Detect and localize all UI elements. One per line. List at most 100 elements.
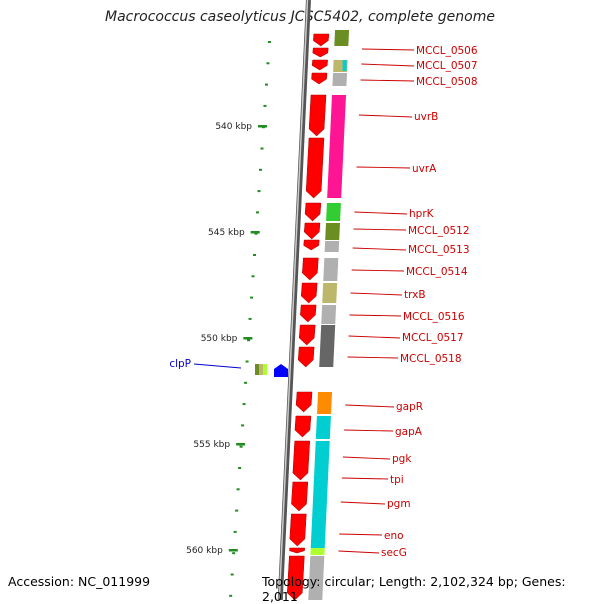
gene-arrow [300, 304, 317, 323]
label-leader [345, 404, 395, 408]
label-leader [362, 48, 415, 51]
clpp-cog-block [263, 364, 267, 375]
scale-tick [243, 337, 253, 340]
gene-arrow [289, 513, 307, 547]
gene-label: MCCL_0517 [402, 332, 464, 344]
label-leader [344, 429, 394, 432]
label-leader-clpp [193, 363, 242, 369]
cog-block [327, 95, 347, 198]
tick-dot [257, 190, 261, 193]
gene-arrow [289, 547, 305, 554]
tick-dot [247, 339, 251, 342]
clpp-cog-block [255, 364, 259, 375]
tick-dot [258, 168, 262, 171]
cog-block [334, 30, 350, 46]
gene-arrow [312, 47, 329, 58]
gene-arrow [313, 33, 330, 47]
gene-label: eno [384, 530, 404, 542]
label-leader [342, 456, 391, 460]
gene-label: MCCL_0508 [416, 76, 478, 88]
scale-label: 550 kbp [201, 334, 238, 344]
tick-dot [236, 488, 240, 491]
accession-text: Accession: NC_011999 [8, 574, 151, 589]
gene-label: pgk [392, 453, 412, 465]
gene-arrow [298, 324, 316, 346]
gene-arrow [308, 94, 327, 137]
cog-block [325, 223, 340, 240]
gene-arrow [304, 202, 322, 222]
gene-arrow [295, 391, 313, 413]
gene-arrow [302, 257, 319, 281]
label-leader [352, 247, 407, 251]
cog-block [310, 441, 330, 548]
gene-label: secG [381, 547, 407, 559]
gene-arrow-clpp [274, 364, 288, 377]
scale-tick [250, 231, 260, 234]
clpp-cog-block [259, 364, 263, 375]
gene-label: MCCL_0516 [403, 311, 465, 323]
scale-label: 545 kbp [208, 228, 245, 238]
gene-label: gapA [395, 426, 423, 438]
label-leader [356, 166, 411, 169]
tick-dot [267, 41, 271, 43]
tick-dot [232, 552, 236, 555]
label-leader [349, 314, 402, 317]
label-leader [353, 228, 407, 231]
tick-dot [264, 83, 268, 86]
tick-dot [248, 317, 252, 320]
gene-arrow [303, 239, 320, 251]
gene-arrow [287, 555, 305, 600]
scale-label: 560 kbp [186, 546, 223, 556]
label-leader [338, 550, 380, 554]
gene-label: MCCL_0512 [408, 225, 470, 237]
gene-label: MCCL_0514 [406, 266, 468, 278]
cog-block [315, 416, 331, 439]
gene-label: MCCL_0518 [400, 353, 462, 365]
cog-block [321, 305, 337, 324]
gene-label: tpi [390, 474, 404, 486]
tick-dot [230, 573, 234, 576]
gene-label: uvrB [414, 111, 438, 123]
tick-dot [266, 62, 270, 65]
scale-tick [228, 549, 238, 552]
label-leader [340, 501, 386, 505]
cog-block [317, 392, 333, 414]
gene-label: MCCL_0507 [416, 60, 478, 72]
gene-arrow [311, 59, 328, 71]
tick-dot [239, 445, 243, 448]
scale-label: 540 kbp [215, 122, 252, 132]
label-leader [341, 477, 389, 480]
tick-dot [251, 275, 255, 278]
tick-dot [238, 467, 242, 469]
gene-label: trxB [404, 289, 426, 301]
label-leader [348, 335, 401, 339]
gene-arrow [291, 481, 309, 512]
gene-arrow [311, 72, 328, 85]
cog-accent [342, 60, 347, 71]
gene-label: pgm [387, 498, 411, 510]
gene-arrow [292, 440, 311, 481]
gene-arrow [305, 137, 325, 199]
tick-dot [242, 403, 246, 406]
label-leader [350, 292, 403, 296]
tick-dot [260, 147, 264, 150]
scale-label: 555 kbp [193, 440, 230, 450]
label-leader [339, 533, 383, 536]
scale-tick [258, 125, 267, 128]
label-leader [354, 211, 408, 215]
gene-label: MCCL_0506 [416, 45, 478, 57]
tick-dot [263, 104, 267, 107]
gene-label: gapR [396, 401, 423, 413]
gene-arrow [300, 282, 318, 304]
gene-arrow [297, 346, 315, 368]
tick-dot [244, 381, 248, 384]
gene-label: MCCL_0513 [408, 244, 470, 256]
gene-label-clpp: clpP [169, 358, 191, 370]
cog-block [332, 73, 348, 86]
tick-dot [229, 594, 233, 597]
tick-dot [235, 509, 239, 512]
label-leader [361, 63, 415, 67]
cog-block [322, 283, 338, 303]
scale-tick [236, 443, 246, 446]
